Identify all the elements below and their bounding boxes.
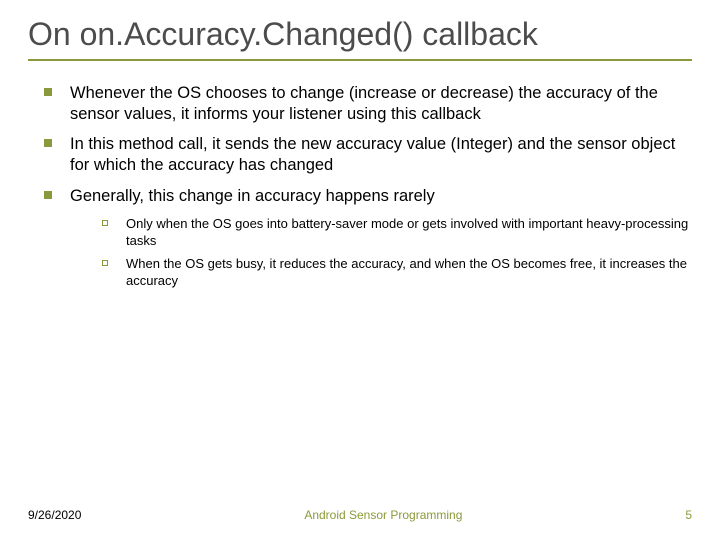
hollow-square-icon	[102, 260, 108, 266]
bullet-item: Whenever the OS chooses to change (incre…	[44, 83, 692, 124]
slide-title: On on.Accuracy.Changed() callback	[28, 16, 692, 61]
bullet-item: Generally, this change in accuracy happe…	[44, 186, 692, 207]
sub-bullet-item: When the OS gets busy, it reduces the ac…	[102, 256, 692, 290]
footer-center: Android Sensor Programming	[81, 508, 685, 522]
footer-page-number: 5	[685, 508, 692, 522]
sub-bullet-list: Only when the OS goes into battery-saver…	[28, 216, 692, 290]
bullet-text: In this method call, it sends the new ac…	[70, 135, 675, 174]
hollow-square-icon	[102, 220, 108, 226]
bullet-text: Generally, this change in accuracy happe…	[70, 187, 435, 205]
slide-footer: 9/26/2020 Android Sensor Programming 5	[28, 508, 692, 522]
square-bullet-icon	[44, 191, 52, 199]
sub-bullet-text: When the OS gets busy, it reduces the ac…	[126, 256, 687, 288]
bullet-item: In this method call, it sends the new ac…	[44, 134, 692, 175]
main-bullet-list: Whenever the OS chooses to change (incre…	[28, 83, 692, 206]
sub-bullet-item: Only when the OS goes into battery-saver…	[102, 216, 692, 250]
bullet-text: Whenever the OS chooses to change (incre…	[70, 84, 658, 123]
square-bullet-icon	[44, 88, 52, 96]
sub-bullet-text: Only when the OS goes into battery-saver…	[126, 216, 688, 248]
footer-date: 9/26/2020	[28, 508, 81, 522]
slide: On on.Accuracy.Changed() callback Whenev…	[0, 0, 720, 540]
square-bullet-icon	[44, 139, 52, 147]
